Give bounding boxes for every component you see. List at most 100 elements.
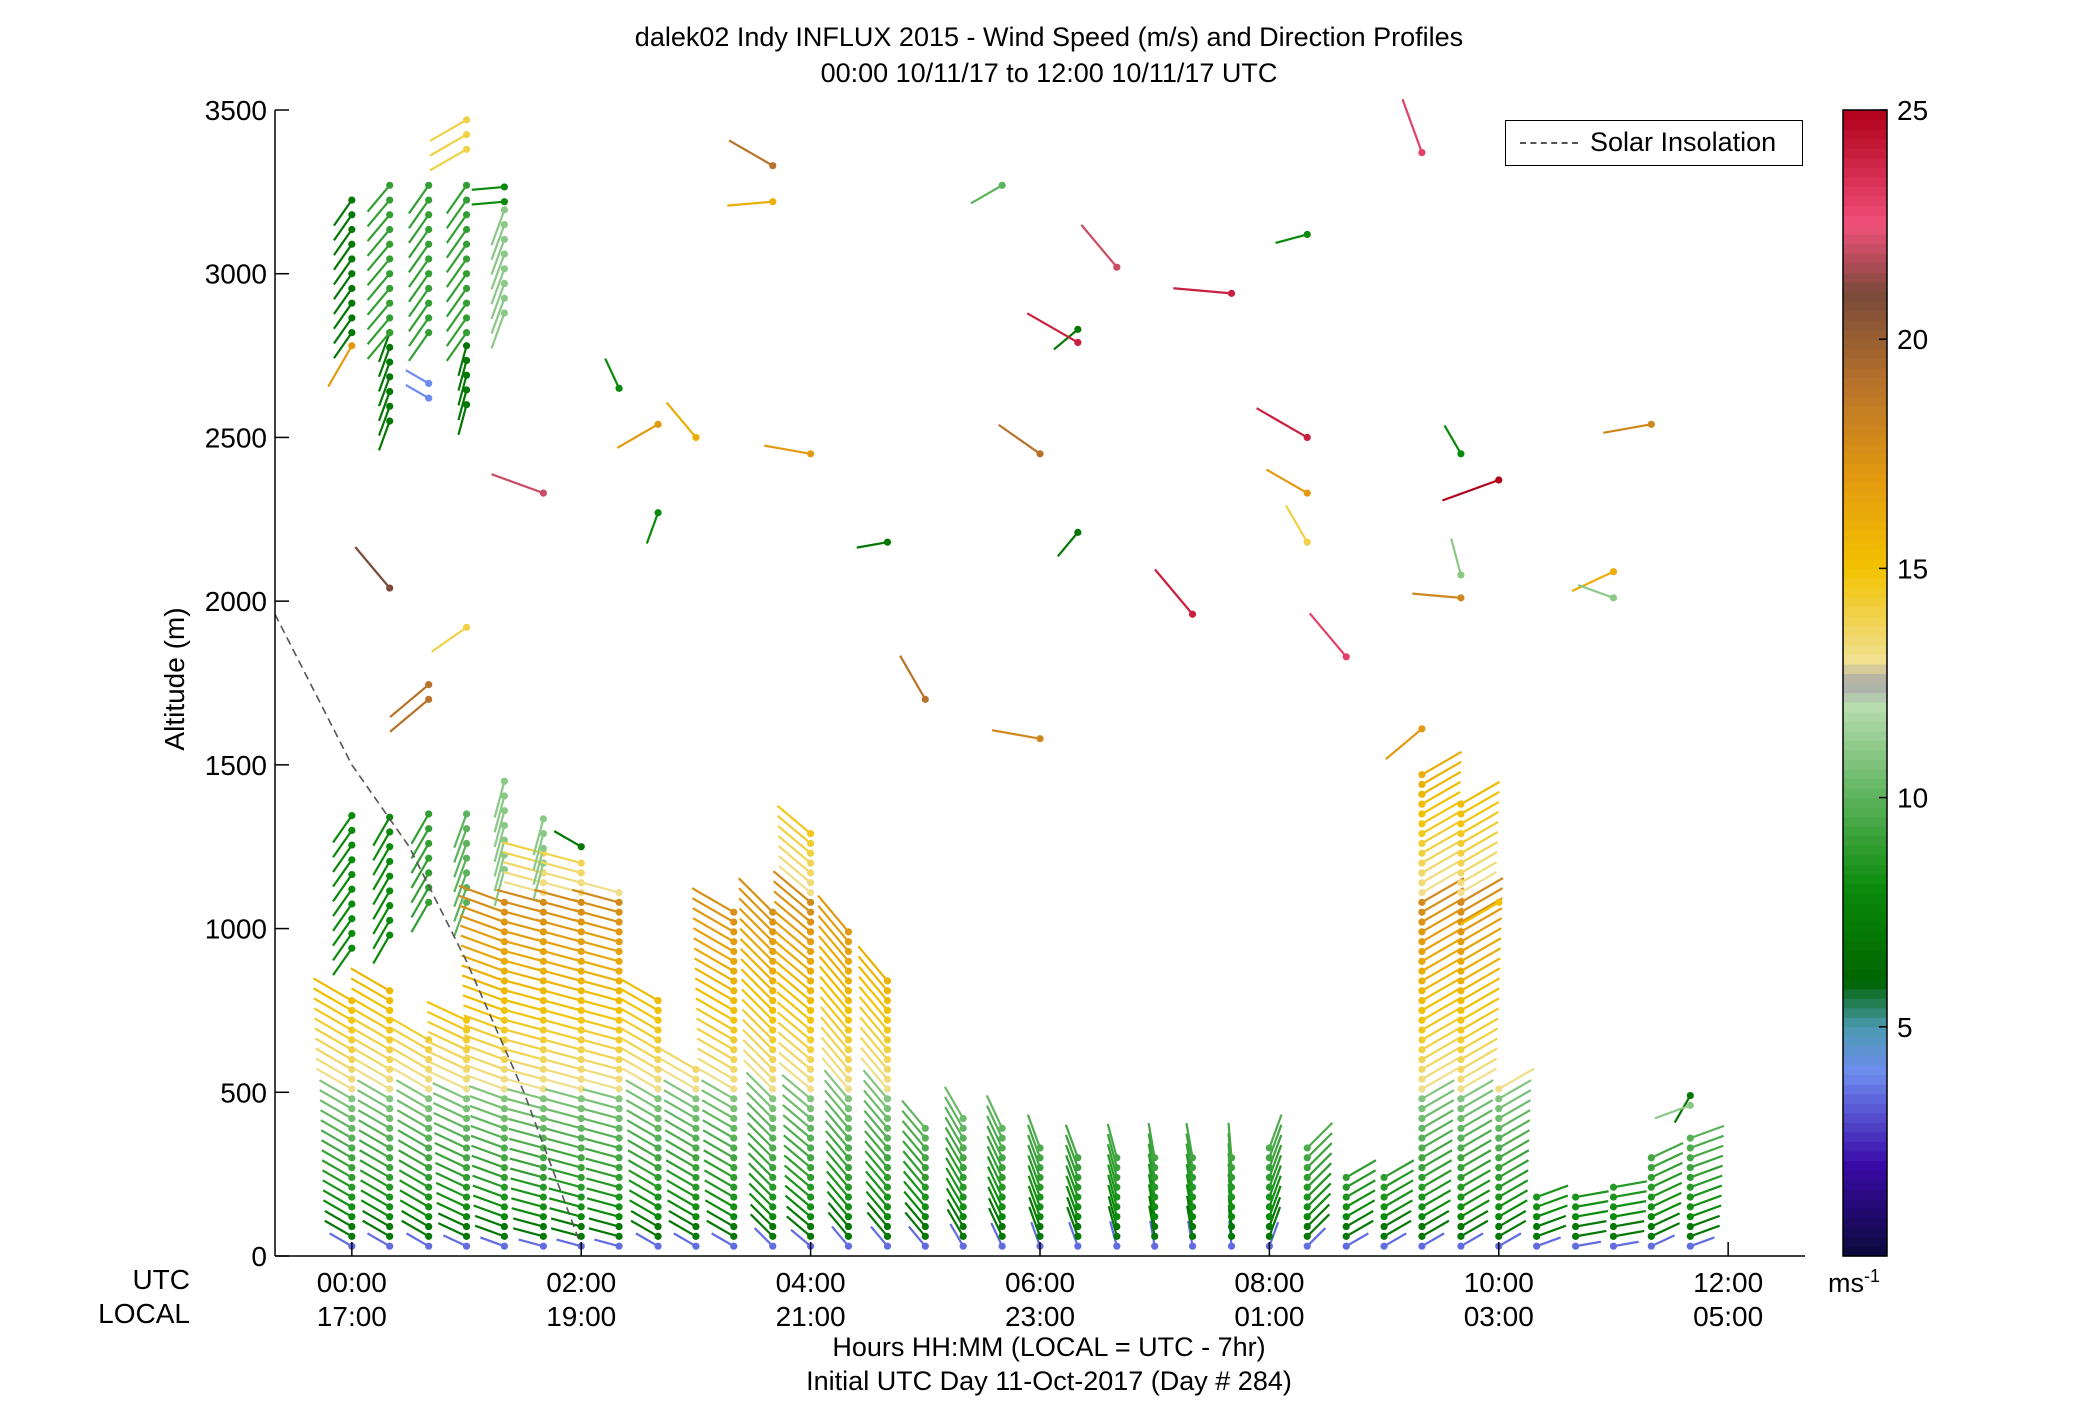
wind-barb-264 [507, 1098, 544, 1110]
colorbar-segment-85 [1843, 434, 1887, 445]
wind-barb-point-81 [386, 828, 394, 836]
wind-barb-850 [1460, 790, 1500, 815]
wind-barb-800 [1421, 780, 1462, 806]
wind-barb-point-410 [692, 1173, 700, 1182]
wind-barb-754 [1383, 1159, 1415, 1179]
wind-barb-116 [396, 1089, 430, 1110]
wind-barb-36 [333, 332, 353, 359]
wind-barb-point-826 [1457, 1046, 1465, 1054]
wind-barb-532 [778, 855, 812, 884]
wind-barb-point-299 [577, 1213, 585, 1221]
colorbar-tick-label-10: 10 [1897, 783, 1928, 814]
wind-barb-683 [1147, 1184, 1156, 1217]
wind-barb-755 [1421, 1232, 1445, 1248]
wind-barb-point-719 [1265, 1173, 1273, 1182]
wind-barb-387 [626, 1109, 659, 1130]
wind-barb-407 [666, 1189, 697, 1208]
wind-barb-627 [944, 1096, 965, 1129]
wind-barb-point-312 [577, 1085, 585, 1093]
wind-barb-620 [945, 1167, 965, 1198]
wind-barb-404 [668, 1219, 697, 1238]
wind-barb-point-6 [348, 1183, 356, 1191]
wind-barb-96 [366, 258, 391, 287]
wind-barb-point-393 [654, 1065, 662, 1073]
wind-barb-193 [445, 184, 468, 215]
wind-barb-770 [1421, 1079, 1455, 1100]
wind-barb-point-557 [844, 1065, 853, 1073]
wind-barb-20 [314, 1027, 353, 1051]
wind-barb-220 [462, 1004, 505, 1022]
wind-barb-point-78 [386, 872, 394, 880]
wind-barb-point-753 [1380, 1183, 1388, 1191]
wind-barb-172 [453, 872, 468, 908]
wind-barb-862 [1498, 1159, 1530, 1179]
wind-barb-551 [824, 1099, 850, 1130]
wind-barb-409 [665, 1169, 697, 1189]
x-axis-label: Hours HH:MM (LOCAL = UTC - 7hr) [832, 1332, 1266, 1362]
wind-barb-point-795 [1418, 849, 1426, 857]
wind-barb-point-237 [500, 807, 508, 815]
wind-barb-774 [1421, 1037, 1459, 1061]
wind-barb-point-208 [500, 1134, 508, 1142]
wind-barb-point-359 [615, 1026, 623, 1034]
wind-barb-834 [1460, 947, 1502, 973]
wind-barb-point-407 [692, 1203, 700, 1211]
wind-barb-point-554 [844, 1095, 853, 1103]
wind-barb-point-649 [1036, 1183, 1044, 1191]
wind-barb-561 [819, 996, 850, 1031]
wind-barb-point-97 [386, 240, 394, 248]
wind-barb-447 [695, 987, 735, 1012]
wind-barb-point-350 [615, 1114, 623, 1123]
wind-barb-779 [1421, 987, 1461, 1012]
wind-barb-132 [389, 683, 430, 718]
wind-barb-point-450 [730, 977, 738, 985]
wind-barb-909 [1689, 1204, 1722, 1218]
wind-barb-point-886 [1609, 1242, 1618, 1250]
wind-barb-449 [694, 967, 735, 992]
colorbar-segment-61 [1843, 663, 1887, 675]
wind-barb-point-816 [1457, 1144, 1465, 1152]
wind-barb-point-185 [462, 299, 471, 307]
wind-barb-435 [701, 1109, 735, 1130]
wind-barb-484 [740, 958, 774, 992]
wind-barb-385 [626, 1129, 659, 1149]
wind-barb-point-117 [425, 1095, 433, 1103]
wind-barb-560 [820, 1006, 850, 1041]
wind-barb-point-850 [1457, 810, 1465, 818]
wind-barb-point-544 [844, 1193, 853, 1201]
wind-barb-673 [1107, 1174, 1118, 1208]
wind-barb-75 [372, 919, 391, 950]
wind-barb-point-428 [730, 1193, 738, 1201]
wind-barb-point-62 [386, 1095, 394, 1103]
wind-barb-54 [359, 1159, 391, 1179]
wind-barb-250 [518, 1238, 544, 1248]
wind-barb-698 [1185, 1133, 1194, 1168]
wind-barb-525 [774, 920, 812, 953]
wind-barb-point-516 [807, 1036, 815, 1044]
wind-barb-point-475 [769, 1075, 777, 1083]
y-tick-label-500: 500 [220, 1077, 267, 1108]
wind-barb-201 [472, 1194, 505, 1208]
wind-barb-point-902 [1647, 1173, 1655, 1182]
wind-barb-point-539 [844, 1242, 853, 1250]
wind-barb-point-100 [386, 196, 394, 204]
wind-barb-point-409 [692, 1183, 700, 1191]
wind-barb-point-740 [1342, 1222, 1350, 1231]
wind-barb-602 [904, 1211, 927, 1238]
wind-barb-point-688 [1151, 1163, 1159, 1172]
wind-barb-point-569 [844, 947, 853, 956]
wind-barb-point-356 [615, 1055, 623, 1064]
wind-barb-345 [585, 1157, 620, 1169]
wind-barb-point-853 [1457, 594, 1465, 602]
wind-barb-point-478 [769, 1046, 777, 1054]
colorbar-segment-1 [1843, 1236, 1887, 1248]
wind-barb-point-398 [654, 1016, 662, 1024]
wind-barb-point-701 [1227, 1242, 1236, 1250]
colorbar-segment-16 [1843, 1093, 1887, 1104]
wind-barb-590 [859, 1036, 889, 1071]
wind-barb-154 [434, 1151, 468, 1169]
legend-label: Solar Insolation [1590, 127, 1777, 157]
wind-barb-point-610 [921, 1154, 929, 1162]
wind-barb-point-755 [1418, 1242, 1426, 1250]
wind-barb-point-493 [769, 162, 777, 170]
